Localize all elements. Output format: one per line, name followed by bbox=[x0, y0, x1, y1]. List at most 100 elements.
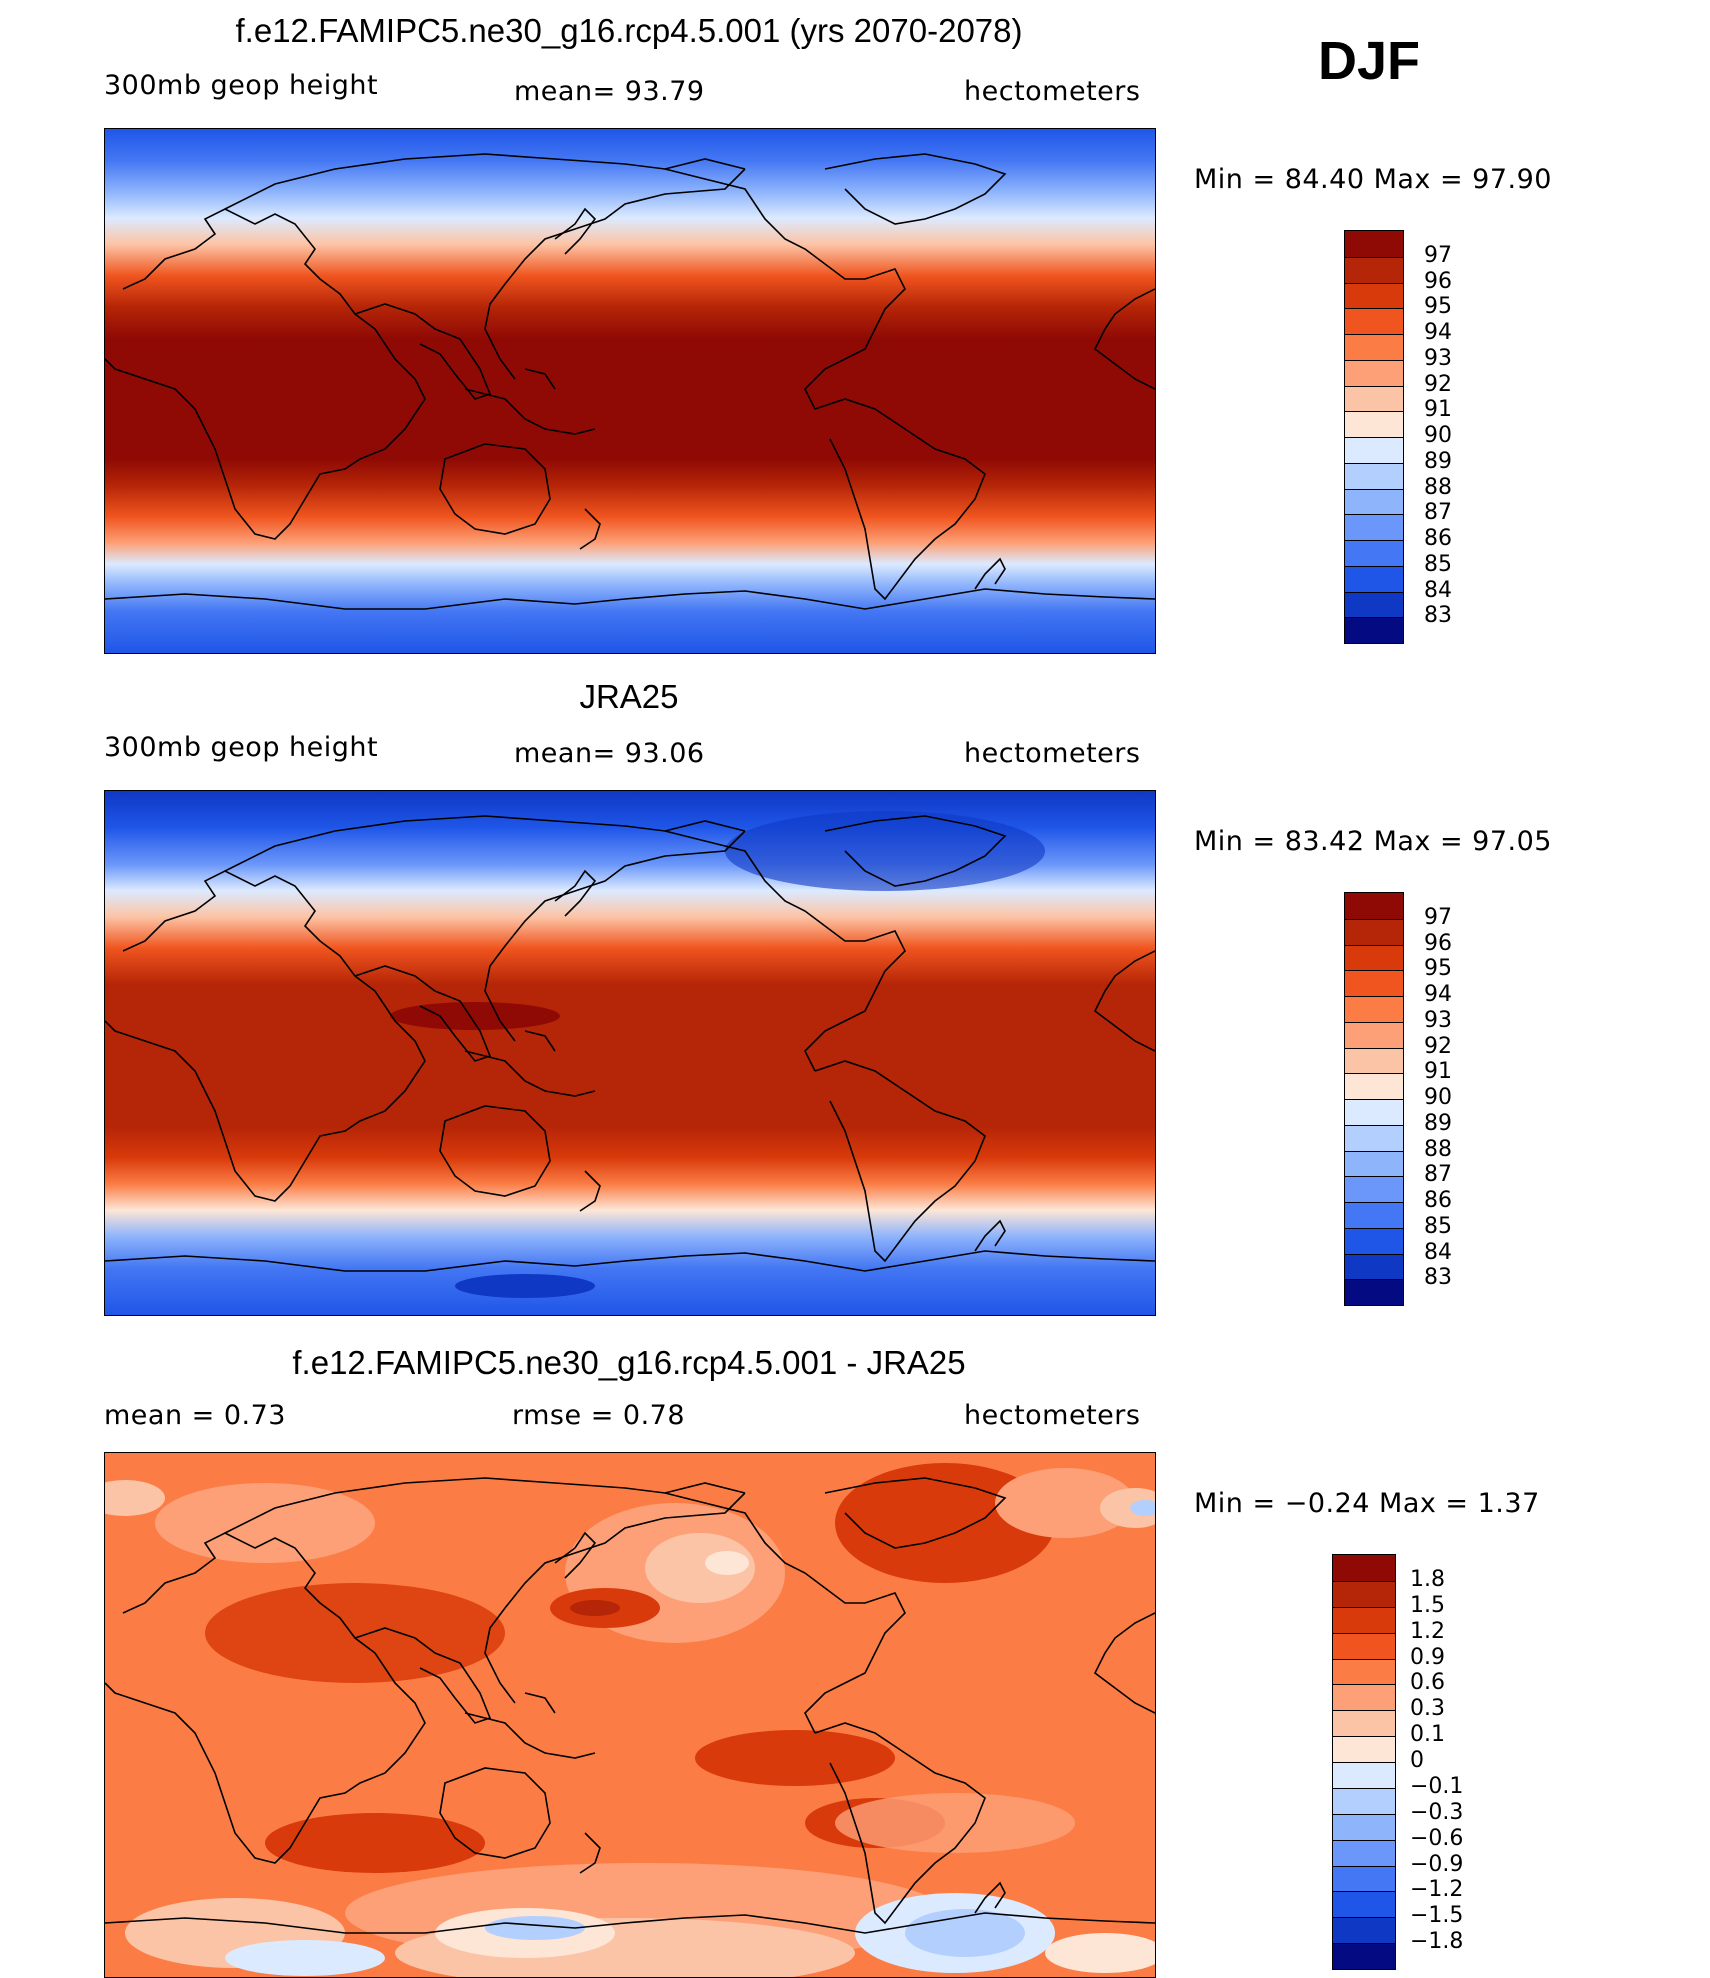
coastline bbox=[664, 1492, 906, 1734]
coastline bbox=[824, 815, 1007, 887]
colorbar-segment bbox=[1345, 385, 1403, 412]
colorbar-tick-label: 0.1 bbox=[1410, 1722, 1445, 1748]
panel-2-colorbar-labels: 97 96 95 94 93 92 91 90 89 88 87 86 85 84 83 bbox=[1424, 892, 1504, 1304]
colorbar-tick-label: −1.2 bbox=[1410, 1877, 1464, 1903]
colorbar-segment bbox=[1345, 308, 1403, 334]
coastline bbox=[354, 303, 492, 400]
coastline bbox=[664, 168, 906, 410]
colorbar-segment bbox=[1333, 1736, 1395, 1762]
colorbar-tick-label: 83 bbox=[1424, 603, 1452, 629]
coastline bbox=[554, 869, 597, 917]
colorbar-tick-label: 92 bbox=[1424, 371, 1452, 397]
colorbar-tick-label: −0.1 bbox=[1410, 1773, 1464, 1799]
coastline bbox=[579, 1170, 601, 1212]
colorbar-segment bbox=[1345, 1073, 1403, 1099]
coastline bbox=[579, 1832, 601, 1874]
colorbar-segment bbox=[1345, 1279, 1403, 1305]
coastline bbox=[224, 153, 746, 210]
colorbar-tick-label: 88 bbox=[1424, 1136, 1452, 1162]
colorbar-segment bbox=[1345, 1253, 1403, 1280]
coastline bbox=[664, 830, 906, 1072]
colorbar-tick-label: 85 bbox=[1424, 1213, 1452, 1239]
colorbar-segment bbox=[1345, 1124, 1403, 1151]
colorbar-tick-label: 0 bbox=[1410, 1748, 1424, 1773]
colorbar-segment bbox=[1333, 1606, 1395, 1633]
colorbar-tick-label: 91 bbox=[1424, 1059, 1452, 1085]
panel-3-min-max: Min = −0.24 Max = 1.37 bbox=[1194, 1488, 1540, 1519]
panel-2-variable-label: 300mb geop height bbox=[104, 732, 379, 763]
coastline bbox=[974, 557, 1006, 590]
colorbar-segment bbox=[1345, 437, 1403, 463]
colorbar-segment bbox=[1345, 1047, 1403, 1074]
colorbar-segment bbox=[1345, 231, 1403, 257]
colorbar-tick-label: 92 bbox=[1424, 1033, 1452, 1059]
colorbar-segment bbox=[1345, 1150, 1403, 1177]
coastline bbox=[814, 1722, 986, 1925]
colorbar-tick-label: 0.9 bbox=[1410, 1644, 1445, 1670]
coastline bbox=[484, 168, 746, 380]
colorbar-tick-label: 95 bbox=[1424, 294, 1452, 320]
colorbar-segment bbox=[1345, 970, 1403, 996]
colorbar-segment bbox=[1345, 334, 1403, 360]
colorbar-tick-label: 83 bbox=[1424, 1265, 1452, 1291]
panel-2-units-label: hectometers bbox=[964, 738, 1141, 769]
panel-1-variable-label: 300mb geop height bbox=[104, 70, 379, 101]
colorbar-tick-label: 97 bbox=[1424, 904, 1452, 930]
coastline bbox=[439, 443, 551, 535]
panel-1-units-label: hectometers bbox=[964, 76, 1141, 107]
colorbar-segment bbox=[1345, 411, 1403, 437]
colorbar-segment bbox=[1345, 488, 1403, 515]
colorbar-tick-label: −1.8 bbox=[1410, 1929, 1464, 1955]
colorbar-tick-label: 95 bbox=[1424, 956, 1452, 982]
colorbar-tick-label: 91 bbox=[1424, 397, 1452, 423]
coastline bbox=[439, 1767, 551, 1859]
colorbar-segment bbox=[1345, 256, 1403, 283]
colorbar-tick-label: 84 bbox=[1424, 577, 1452, 603]
coastline bbox=[464, 1030, 596, 1097]
colorbar-tick-label: 90 bbox=[1424, 423, 1452, 448]
colorbar-tick-label: 84 bbox=[1424, 1239, 1452, 1265]
colorbar-segment bbox=[1333, 1632, 1395, 1659]
season-label: DJF bbox=[1318, 31, 1421, 91]
colorbar-tick-label: 93 bbox=[1424, 345, 1452, 371]
panel-2-min-max: Min = 83.42 Max = 97.05 bbox=[1194, 826, 1552, 857]
coastline bbox=[824, 153, 1007, 225]
colorbar-tick-label: −0.6 bbox=[1410, 1825, 1464, 1851]
colorbar-segment bbox=[1333, 1658, 1395, 1685]
coastline bbox=[824, 1477, 1007, 1549]
coastline bbox=[974, 1881, 1006, 1914]
colorbar-tick-label: 0.3 bbox=[1410, 1696, 1445, 1722]
coastline bbox=[354, 1627, 492, 1724]
colorbar-segment bbox=[1333, 1917, 1395, 1944]
coastline bbox=[464, 1692, 596, 1759]
colorbar-tick-label: 87 bbox=[1424, 500, 1452, 526]
colorbar-segment bbox=[1345, 514, 1403, 540]
colorbar-tick-label: 97 bbox=[1424, 242, 1452, 268]
panel-3-map bbox=[104, 1452, 1156, 1978]
panel-2-colorbar bbox=[1344, 892, 1404, 1306]
colorbar-tick-label: 86 bbox=[1424, 526, 1452, 551]
colorbar-segment bbox=[1333, 1813, 1395, 1840]
panel-1-map bbox=[104, 128, 1156, 654]
panel-3-rmse-label: rmse = 0.78 bbox=[512, 1400, 686, 1431]
panel-3-title: f.e12.FAMIPC5.ne30_g16.rcp4.5.001 - JRA2… bbox=[292, 1344, 966, 1381]
panel-3-mean-label: mean = 0.73 bbox=[104, 1400, 286, 1431]
colorbar-tick-label: 94 bbox=[1424, 982, 1452, 1007]
coastline bbox=[484, 1492, 746, 1704]
colorbar-segment bbox=[1333, 1710, 1395, 1737]
coastline bbox=[105, 1250, 1155, 1272]
coastline bbox=[1093, 1612, 1155, 1714]
coastline bbox=[464, 368, 596, 435]
panel-1-colorbar bbox=[1344, 230, 1404, 644]
coastline bbox=[814, 1060, 986, 1263]
colorbar-segment bbox=[1345, 1176, 1403, 1202]
colorbar-segment bbox=[1345, 1021, 1403, 1048]
colorbar-segment bbox=[1333, 1580, 1395, 1607]
colorbar-tick-label: 94 bbox=[1424, 320, 1452, 345]
colorbar-segment bbox=[1333, 1839, 1395, 1866]
colorbar-segment bbox=[1333, 1787, 1395, 1814]
panel-2-mean-label: mean= 93.06 bbox=[514, 738, 705, 769]
panel-2-title: JRA25 bbox=[579, 678, 679, 715]
coastline bbox=[814, 398, 986, 601]
colorbar-tick-label: 1.5 bbox=[1410, 1592, 1445, 1618]
